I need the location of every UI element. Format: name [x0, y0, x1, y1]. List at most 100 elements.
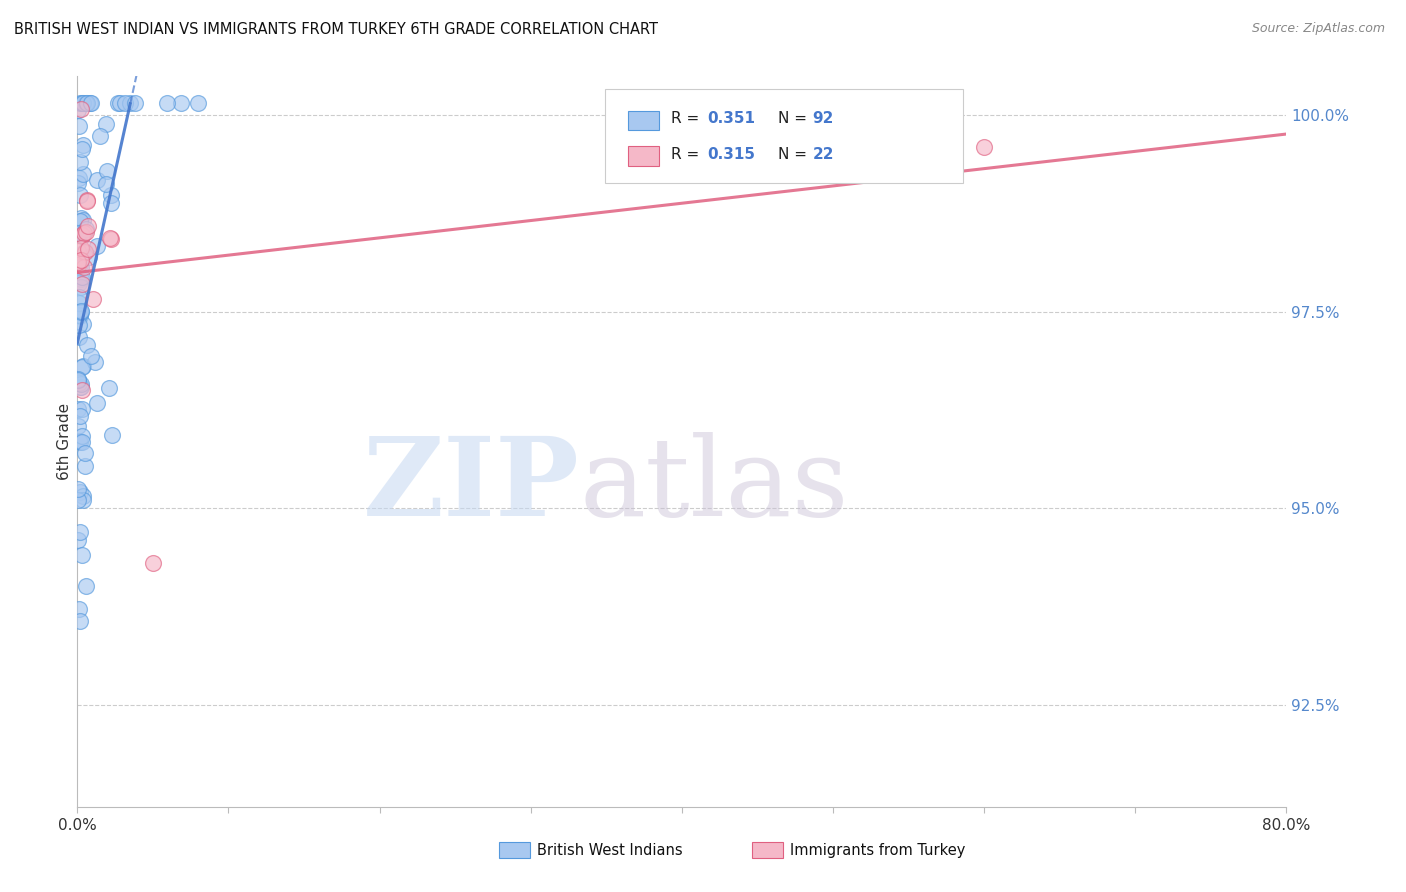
Point: [66, 402, 89, 417]
Point: [69, 309, 91, 323]
Point: [97, 381, 120, 395]
Point: [69, 409, 91, 423]
Point: [76, 338, 98, 352]
Point: [100, 188, 122, 202]
Point: [70, 277, 93, 292]
Point: [76, 96, 98, 111]
Point: [67, 318, 90, 332]
Point: [67, 373, 90, 387]
Point: [67, 601, 90, 615]
Point: [69, 305, 91, 319]
Point: [67, 290, 90, 304]
Point: [67, 103, 90, 117]
Point: [67, 295, 90, 310]
Point: [69, 102, 91, 116]
Point: [75, 96, 97, 111]
Point: [66, 244, 89, 258]
Point: [66, 255, 89, 269]
Point: [70, 401, 93, 416]
Point: [67, 119, 90, 133]
Point: [69, 257, 91, 271]
Point: [75, 221, 97, 235]
Point: [86, 173, 108, 187]
Point: [72, 96, 94, 111]
Point: [70, 228, 93, 243]
Point: [98, 231, 121, 245]
Point: [67, 434, 90, 448]
Point: [72, 492, 94, 507]
Point: [101, 428, 124, 442]
Point: [69, 187, 91, 202]
Point: [75, 225, 97, 239]
Point: [107, 96, 129, 111]
Point: [94, 177, 117, 191]
Point: [72, 434, 94, 449]
Text: Source: ZipAtlas.com: Source: ZipAtlas.com: [1251, 22, 1385, 36]
Text: ZIP: ZIP: [363, 432, 579, 539]
Point: [66, 259, 89, 273]
Text: 0.315: 0.315: [707, 147, 755, 161]
Text: R =: R =: [671, 147, 704, 161]
Text: atlas: atlas: [579, 432, 849, 539]
Point: [72, 384, 94, 398]
Point: [76, 194, 98, 208]
Text: 0.351: 0.351: [707, 112, 755, 126]
Point: [75, 458, 97, 473]
Point: [84, 354, 107, 368]
Point: [70, 305, 93, 319]
Point: [69, 226, 91, 240]
Point: [66, 482, 89, 496]
Text: Immigrants from Turkey: Immigrants from Turkey: [790, 843, 966, 857]
Point: [73, 245, 96, 260]
Point: [82, 292, 104, 306]
Point: [69, 484, 91, 499]
Point: [70, 303, 93, 318]
Point: [67, 330, 90, 344]
Point: [72, 138, 94, 153]
Text: N =: N =: [778, 112, 811, 126]
Point: [100, 232, 122, 246]
Point: [86, 396, 108, 410]
Point: [108, 96, 131, 111]
Point: [72, 488, 94, 502]
Point: [69, 96, 91, 111]
Point: [72, 359, 94, 373]
Point: [69, 272, 91, 286]
Text: R =: R =: [671, 112, 704, 126]
Point: [156, 96, 179, 111]
Point: [69, 434, 91, 449]
Point: [142, 557, 165, 571]
Point: [69, 154, 91, 169]
Point: [69, 241, 91, 255]
Point: [76, 193, 98, 207]
Point: [70, 280, 93, 294]
Point: [70, 142, 93, 156]
Point: [70, 211, 93, 225]
Point: [67, 227, 90, 241]
Point: [70, 229, 93, 244]
Point: [72, 167, 94, 181]
Point: [70, 548, 93, 562]
Point: [72, 318, 94, 332]
Point: [73, 245, 96, 260]
Point: [94, 117, 117, 131]
Point: [170, 96, 193, 111]
Text: 92: 92: [813, 112, 834, 126]
Point: [75, 446, 97, 460]
Point: [72, 270, 94, 285]
Point: [77, 219, 100, 233]
Point: [75, 579, 97, 593]
Point: [66, 419, 89, 434]
Point: [69, 213, 91, 227]
Point: [73, 226, 96, 240]
Point: [187, 96, 209, 111]
Point: [69, 524, 91, 539]
Point: [69, 615, 91, 629]
Point: [120, 96, 142, 111]
Point: [67, 308, 90, 322]
Point: [69, 379, 91, 393]
Point: [89, 128, 111, 143]
Text: BRITISH WEST INDIAN VS IMMIGRANTS FROM TURKEY 6TH GRADE CORRELATION CHART: BRITISH WEST INDIAN VS IMMIGRANTS FROM T…: [14, 22, 658, 37]
Point: [70, 360, 93, 375]
Point: [69, 377, 91, 392]
